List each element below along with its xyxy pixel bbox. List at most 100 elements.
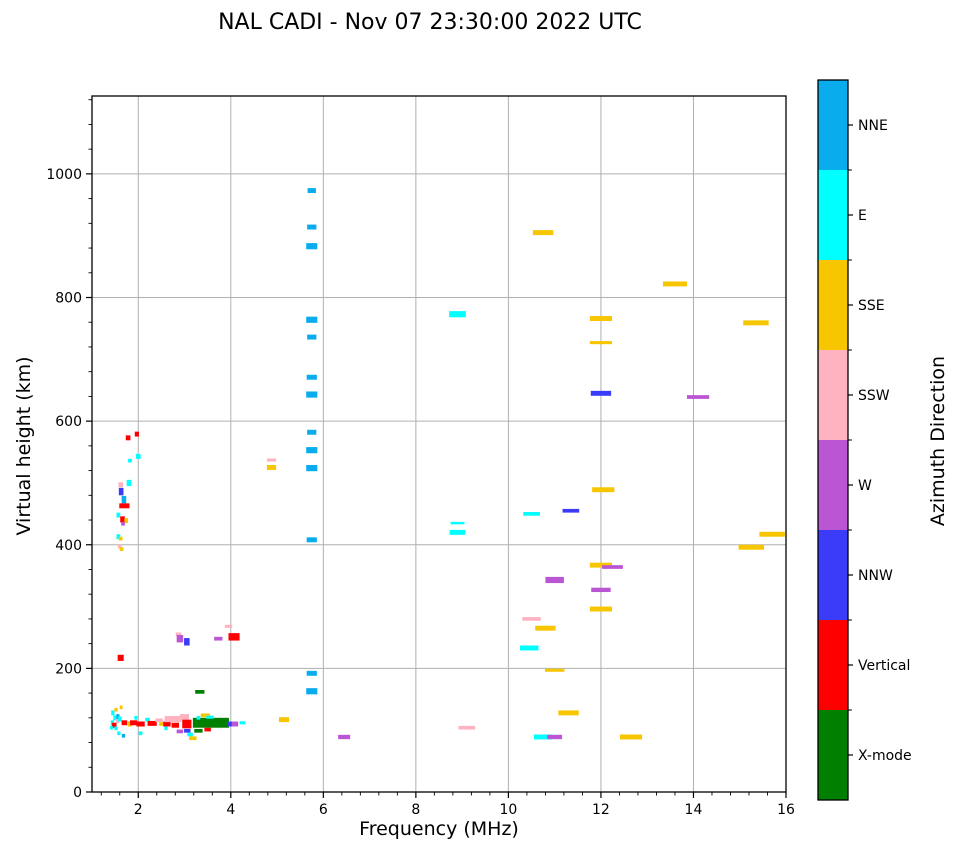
data-point [306, 670, 317, 676]
data-point [119, 503, 130, 509]
colorbar-block [818, 620, 848, 711]
data-point [134, 431, 139, 437]
data-point [535, 625, 556, 631]
data-point [134, 715, 138, 720]
data-point [184, 728, 191, 733]
colorbar-block [818, 440, 848, 531]
colorbar-label: E [858, 208, 867, 224]
y-tick-label: 600 [55, 414, 82, 430]
data-point [592, 487, 615, 493]
data-point [523, 511, 540, 516]
data-point [662, 281, 687, 287]
data-point [192, 717, 229, 728]
x-tick-label: 6 [319, 802, 328, 818]
data-point [533, 734, 553, 740]
data-point [117, 654, 124, 661]
colorbar-label: NNW [858, 568, 893, 584]
data-point [176, 729, 184, 734]
data-point [121, 733, 126, 738]
data-point [266, 458, 277, 462]
data-point [119, 705, 123, 710]
data-point [227, 721, 232, 727]
data-point [114, 726, 118, 731]
data-point [118, 487, 124, 496]
y-tick-label: 1000 [46, 167, 82, 183]
data-point [532, 230, 554, 236]
data-point [136, 721, 145, 727]
x-axis-label: Frequency (MHz) [359, 818, 519, 840]
data-point [239, 721, 246, 725]
data-point [589, 316, 613, 321]
data-point [307, 429, 317, 435]
data-point [204, 727, 211, 732]
data-point [119, 547, 124, 551]
y-tick-label: 0 [73, 785, 82, 801]
colorbar-block [818, 260, 848, 351]
data-point [117, 544, 122, 549]
data-point [449, 529, 466, 535]
data-point [116, 534, 121, 540]
data-point [307, 224, 317, 230]
colorbar-block [818, 170, 848, 261]
data-point [175, 632, 182, 637]
data-point [115, 718, 120, 724]
data-point [458, 725, 476, 730]
data-point [602, 565, 623, 569]
x-tick-label: 10 [499, 802, 517, 818]
data-point [738, 544, 765, 550]
data-point [306, 537, 317, 543]
data-point [187, 732, 193, 737]
data-point [306, 316, 318, 323]
colorbar-label: X-mode [858, 748, 912, 764]
data-point [117, 731, 121, 736]
x-tick-label: 12 [592, 802, 610, 818]
data-point [138, 731, 143, 736]
data-point [206, 715, 214, 719]
data-point [196, 715, 201, 720]
data-point [117, 716, 122, 722]
data-point [110, 725, 113, 730]
data-point [171, 722, 179, 728]
colorbar-label: SSE [858, 298, 885, 314]
data-point [591, 587, 611, 593]
y-tick-label: 400 [55, 538, 82, 554]
colorbar-label: Vertical [858, 658, 910, 674]
data-point [163, 721, 171, 727]
data-point [619, 734, 643, 740]
colorbar-block [818, 80, 848, 171]
data-point [558, 710, 579, 716]
data-point [128, 458, 132, 463]
data-point [589, 606, 613, 612]
data-point [114, 707, 118, 712]
data-point [121, 495, 127, 504]
x-tick-label: 4 [226, 802, 235, 818]
data-point [155, 718, 163, 723]
colorbar-label: NNE [858, 118, 888, 134]
data-point [120, 516, 125, 523]
colorbar-block [818, 710, 848, 801]
data-point [307, 188, 316, 194]
data-point [306, 447, 318, 454]
data-point [159, 722, 164, 726]
colorbar-block [818, 350, 848, 441]
data-point [306, 374, 317, 380]
data-point [266, 465, 277, 470]
x-tick-label: 14 [685, 802, 703, 818]
data-point [195, 690, 205, 694]
data-point [562, 508, 580, 513]
data-point [743, 320, 769, 326]
data-point [306, 688, 318, 695]
data-point [125, 435, 131, 441]
data-point [179, 714, 190, 721]
data-point [147, 720, 157, 726]
data-point [306, 243, 318, 250]
data-point [306, 391, 318, 398]
colorbar-label: SSW [858, 388, 890, 404]
data-point [449, 311, 466, 318]
data-point [145, 717, 150, 722]
data-point [545, 576, 564, 584]
colorbar-title: Azimuth Direction [927, 355, 949, 527]
data-point [224, 624, 233, 628]
data-point [589, 341, 613, 345]
